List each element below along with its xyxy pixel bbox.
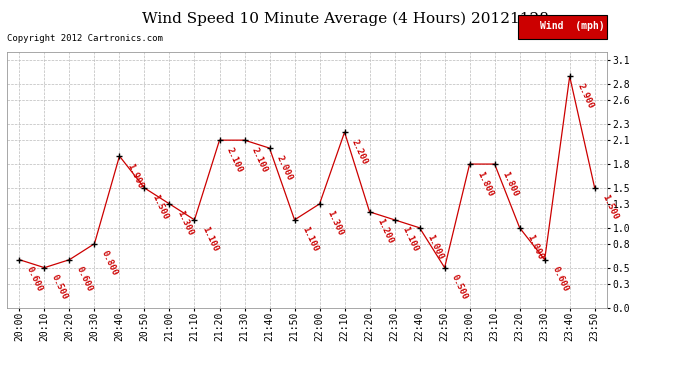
Text: 1.100: 1.100 (300, 225, 319, 254)
Text: 1.100: 1.100 (400, 225, 420, 254)
Text: 0.600: 0.600 (550, 265, 570, 293)
Text: 1.000: 1.000 (425, 233, 444, 261)
Text: Wind Speed 10 Minute Average (4 Hours) 20121128: Wind Speed 10 Minute Average (4 Hours) 2… (141, 11, 549, 26)
Text: 2.100: 2.100 (250, 146, 270, 174)
Text: 2.000: 2.000 (275, 154, 295, 182)
Text: 2.100: 2.100 (225, 146, 244, 174)
Text: 1.100: 1.100 (200, 225, 219, 254)
Text: 2.200: 2.200 (350, 138, 370, 166)
Text: 0.600: 0.600 (25, 265, 44, 293)
Text: 0.500: 0.500 (450, 273, 470, 302)
Text: 1.300: 1.300 (175, 210, 195, 238)
Text: Wind  (mph): Wind (mph) (540, 21, 605, 30)
Text: 1.900: 1.900 (125, 162, 144, 190)
Text: Copyright 2012 Cartronics.com: Copyright 2012 Cartronics.com (7, 34, 163, 43)
Text: 1.500: 1.500 (600, 194, 620, 222)
Text: 1.800: 1.800 (475, 170, 495, 198)
Text: 2.900: 2.900 (575, 82, 595, 110)
Text: 1.800: 1.800 (500, 170, 520, 198)
Text: 1.200: 1.200 (375, 217, 395, 246)
Text: 1.000: 1.000 (525, 233, 544, 261)
Text: 0.500: 0.500 (50, 273, 70, 302)
Text: 1.500: 1.500 (150, 194, 170, 222)
Text: 1.300: 1.300 (325, 210, 344, 238)
Text: 0.800: 0.800 (100, 249, 119, 278)
Text: 0.600: 0.600 (75, 265, 95, 293)
